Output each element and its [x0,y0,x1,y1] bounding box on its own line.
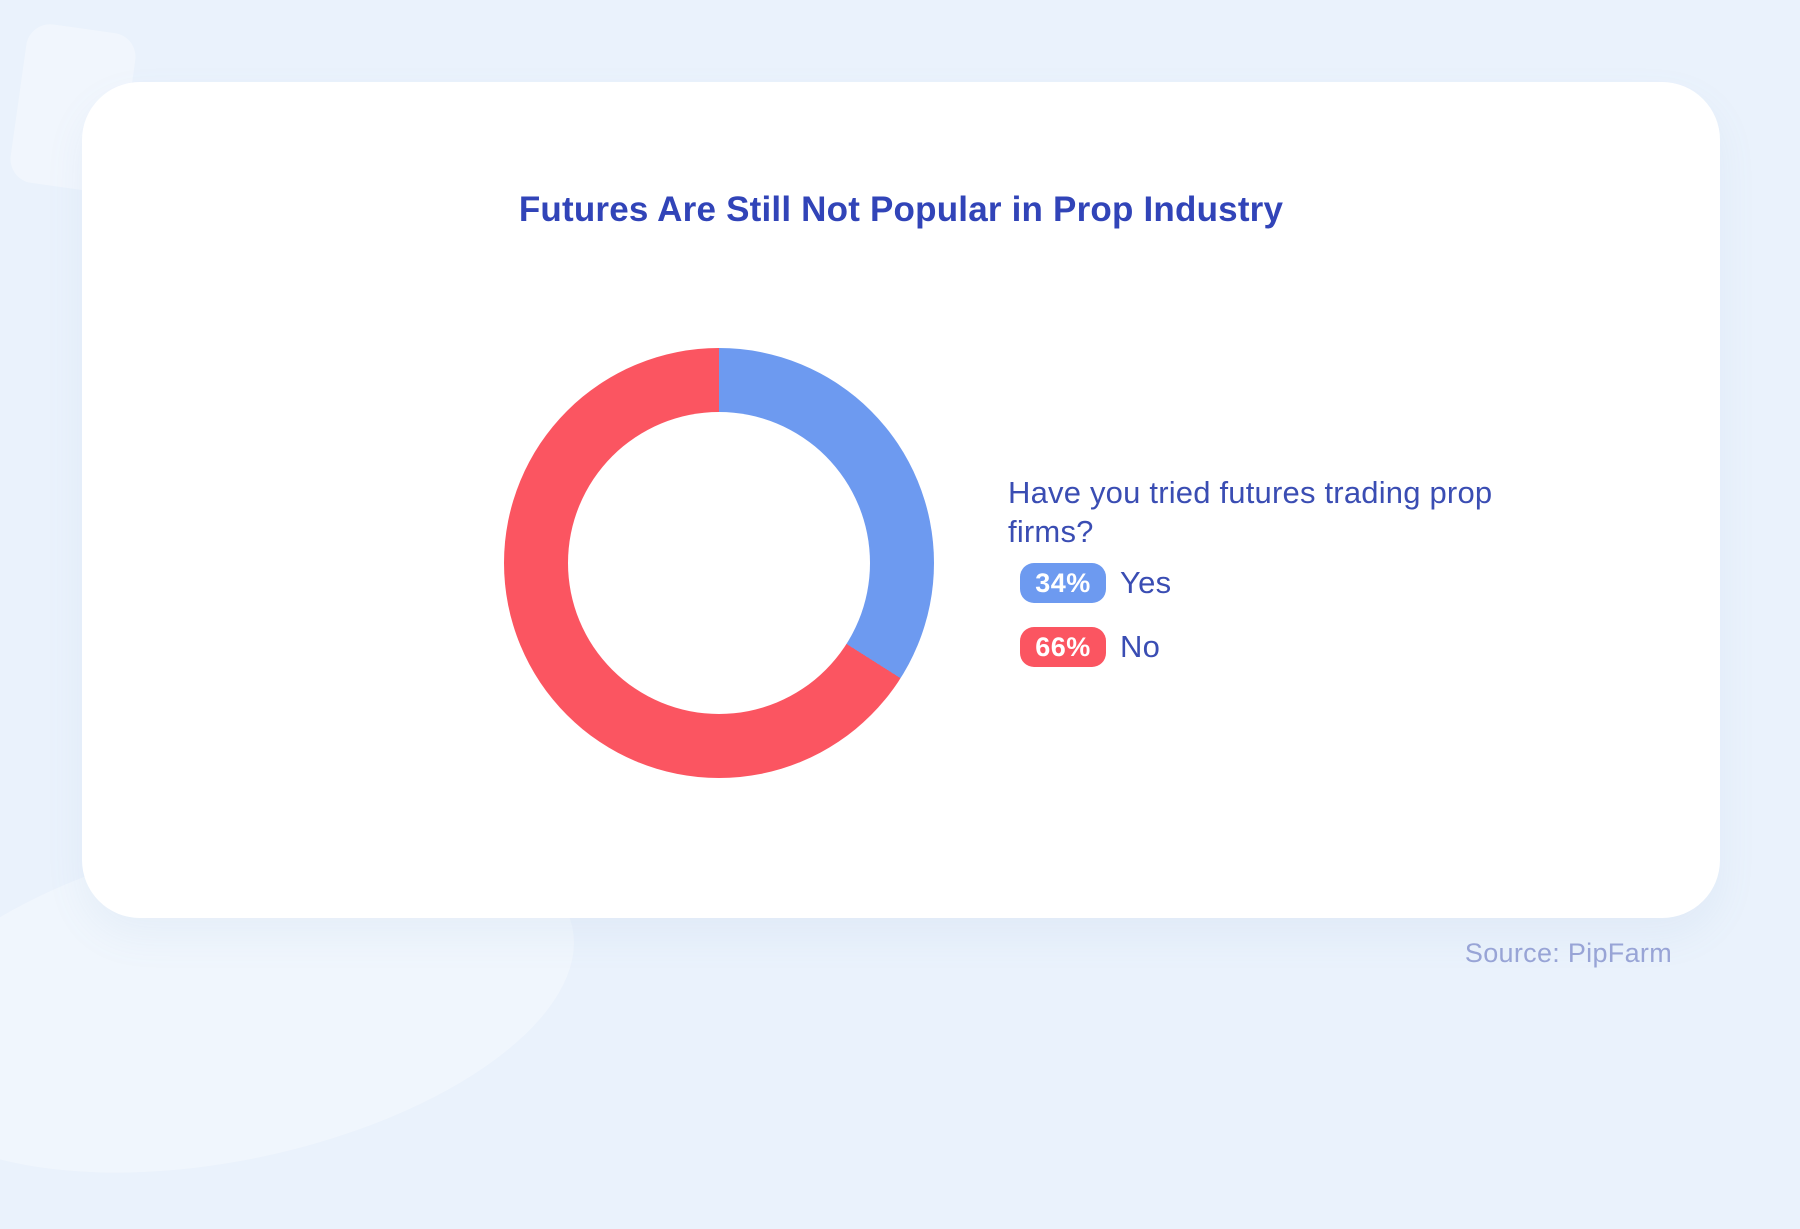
legend-rows: 34% Yes 66% No [1020,563,1528,667]
yes-percentage-badge: 34% [1020,563,1106,603]
no-label: No [1120,629,1161,664]
no-percentage-badge: 66% [1020,627,1106,667]
legend-question: Have you tried futures trading prop firm… [1008,475,1493,549]
chart-title: Futures Are Still Not Popular in Prop In… [518,190,1284,229]
yes-label: Yes [1120,565,1172,600]
legend: Have you tried futures trading prop firm… [1008,473,1528,667]
source-credit: Source: PipFarm [1464,938,1672,968]
legend-item-yes: 34% Yes [1020,563,1528,603]
donut-hole [568,412,870,714]
donut-chart [504,348,934,778]
legend-item-no: 66% No [1020,627,1528,667]
infographic-card: Futures Are Still Not Popular in Prop In… [82,82,1720,918]
